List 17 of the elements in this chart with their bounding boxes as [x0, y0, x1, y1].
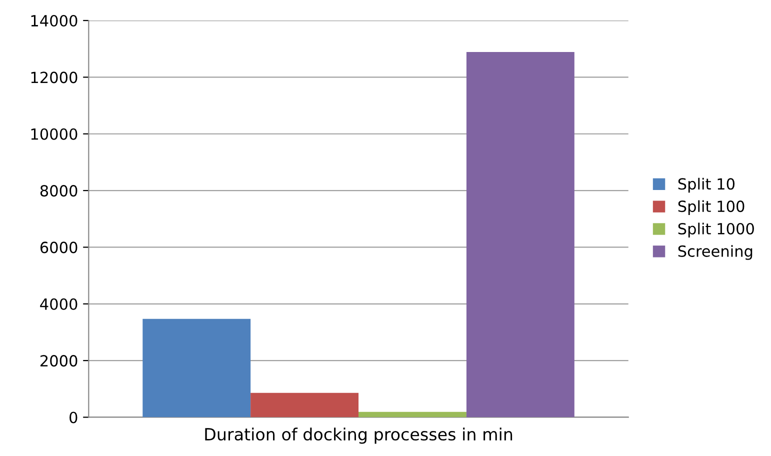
y-tick-label: 0 [70, 412, 78, 424]
y-tick-label: 2000 [40, 355, 78, 367]
y-tick-label: 14000 [31, 14, 78, 27]
bar [142, 318, 251, 418]
bar [250, 392, 359, 418]
legend-label: Split 100 [678, 200, 744, 216]
y-tick-label: 12000 [31, 72, 78, 84]
y-tick-label: 6000 [40, 242, 78, 254]
legend-label: Split 1000 [678, 222, 754, 238]
legend-label: Split 10 [678, 178, 735, 193]
legend-label: Screening [678, 245, 752, 260]
bar [358, 412, 466, 418]
x-axis-title: Duration of docking processes in min [205, 428, 512, 444]
y-tick-label: 4000 [40, 298, 78, 310]
y-tick-label: 8000 [40, 185, 78, 197]
y-tick-label: 10000 [31, 128, 78, 140]
bar [466, 52, 574, 418]
